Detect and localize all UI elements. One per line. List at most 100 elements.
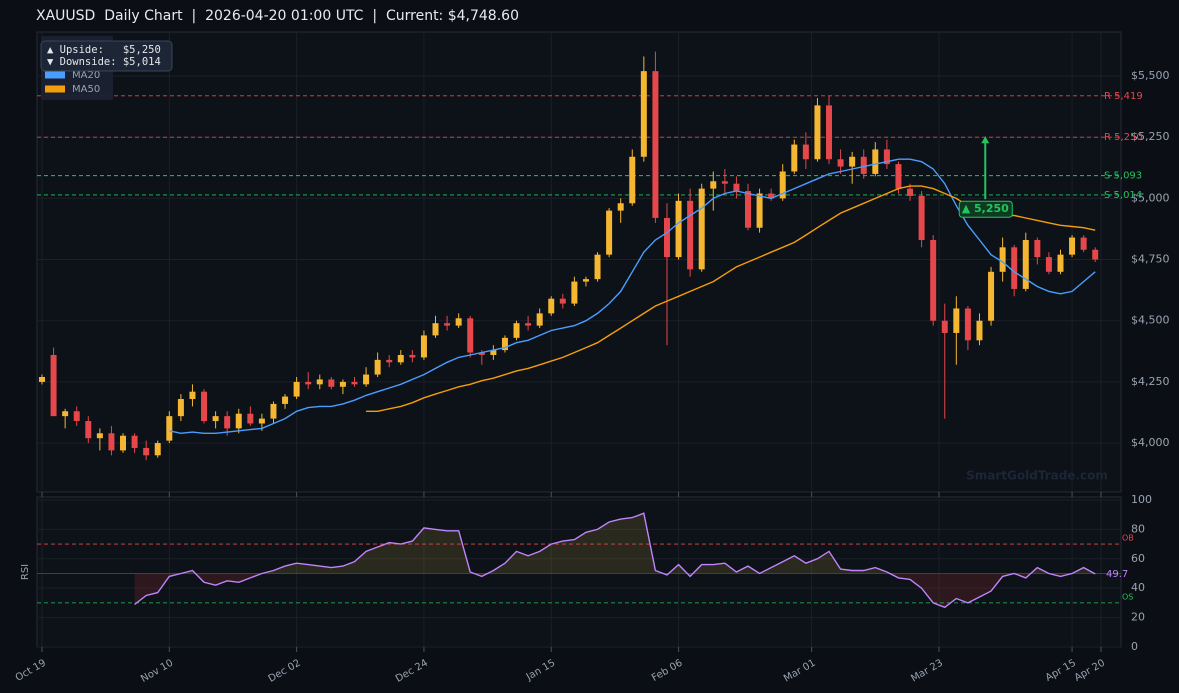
- candle-body: [490, 350, 497, 355]
- candle-body: [826, 105, 833, 160]
- candle-body: [976, 320, 983, 341]
- candle-body: [883, 149, 890, 165]
- x-tick-label: Jan 15: [524, 658, 557, 684]
- y-tick-label: 40: [1131, 581, 1145, 594]
- candle-body: [640, 71, 647, 157]
- candle-body: [756, 193, 763, 228]
- candle-body: [409, 354, 416, 358]
- info-box: [40, 40, 173, 72]
- candle-body: [860, 156, 867, 174]
- candle-body: [663, 217, 670, 258]
- candle-body: [745, 191, 751, 228]
- candle-body: [941, 320, 948, 333]
- candle-body: [721, 181, 728, 184]
- candle-body: [247, 413, 254, 424]
- ma-line: [169, 158, 1096, 435]
- y-tick-label: 20: [1131, 611, 1145, 624]
- candle-body: [513, 323, 520, 338]
- watermark: SmartGoldTrade.com: [966, 469, 1108, 483]
- candle-body: [779, 171, 786, 199]
- x-tick-label: Apr 20: [1073, 658, 1107, 684]
- candle-body: [548, 298, 555, 314]
- candle-body: [918, 195, 925, 240]
- candle-body: [629, 156, 636, 204]
- candle-body: [328, 379, 335, 387]
- candle-body: [594, 254, 601, 280]
- rsi-panel: [36, 496, 1122, 648]
- candle-body: [768, 193, 775, 199]
- candle-body: [988, 271, 995, 321]
- candle-body: [571, 281, 578, 304]
- candle-body: [282, 396, 289, 404]
- y-tick-label: $4,500: [1131, 314, 1170, 327]
- candle-body: [1022, 239, 1029, 289]
- candle-body: [432, 323, 439, 336]
- candle-body: [953, 308, 960, 333]
- level-label: OS: [1122, 592, 1133, 601]
- candle-body: [397, 354, 404, 363]
- candle-body: [143, 447, 150, 456]
- x-tick-label: Feb 06: [650, 658, 685, 684]
- level-label: R 5,419: [1104, 91, 1143, 102]
- candle-body: [1034, 239, 1041, 258]
- y-tick-label: 60: [1131, 552, 1145, 565]
- candle-body: [85, 421, 92, 439]
- price-layer: $4,000 $4,250 $4,500 $4,750 $5,000 $5,250 $5,5…: [37, 32, 1170, 497]
- candle-body: [837, 159, 844, 167]
- candle-body: [698, 188, 705, 270]
- candle-body: [1069, 237, 1076, 255]
- candle-body: [525, 323, 532, 326]
- candle-body: [606, 210, 613, 255]
- level-label: S 5,093: [1104, 171, 1142, 182]
- candle-body: [224, 416, 231, 429]
- candle-body: [235, 413, 242, 429]
- candle-body: [258, 418, 265, 424]
- legend-swatch: [45, 71, 65, 79]
- candle-body: [872, 149, 879, 174]
- candle-body: [652, 71, 659, 218]
- candle-body: [501, 337, 508, 351]
- candle-body: [733, 183, 740, 192]
- x-tick-label: Oct 19: [14, 658, 48, 684]
- y-tick-label: $5,250: [1131, 130, 1170, 143]
- candle-body: [478, 352, 485, 355]
- info-line: ▲ Upside: $5,250: [47, 44, 161, 56]
- candle-body: [1092, 249, 1099, 260]
- legend-label: MA50: [72, 84, 100, 95]
- annotation-label: ▲ 5,250: [962, 202, 1009, 215]
- candle-body: [305, 381, 312, 385]
- level-label: OB: [1122, 534, 1134, 543]
- annotation-badge: [958, 200, 1013, 218]
- candle-body: [964, 308, 971, 341]
- y-tick-label: $4,000: [1131, 436, 1170, 449]
- info-line: ▼ Downside: $5,014: [47, 56, 161, 68]
- x-tick-label: Dec 24: [394, 658, 430, 685]
- price-panel: [36, 31, 1122, 493]
- candle-body: [536, 313, 543, 326]
- candle-body: [907, 188, 914, 196]
- candle-body: [166, 416, 173, 441]
- candle-body: [802, 144, 809, 160]
- candle-body: [39, 377, 45, 382]
- candle-body: [814, 105, 821, 160]
- candle-body: [120, 435, 127, 451]
- candle-body: [1011, 247, 1018, 289]
- candle-body: [293, 381, 300, 397]
- chart-title: XAUUSD Daily Chart | 2026-04-20 01:00 UT…: [36, 8, 519, 24]
- candle-body: [201, 391, 208, 422]
- y-tick-label: $5,500: [1131, 69, 1170, 82]
- candle-body: [675, 200, 682, 258]
- candle-body: [617, 203, 624, 211]
- candle-body: [374, 359, 381, 375]
- y-tick-label: 100: [1131, 493, 1152, 506]
- candle-body: [177, 399, 184, 417]
- candle-body: [582, 279, 589, 282]
- candle-body: [467, 318, 474, 353]
- candle-body: [687, 200, 694, 270]
- candle-body: [270, 403, 277, 419]
- candle-body: [791, 144, 798, 172]
- candle-body: [1045, 257, 1052, 272]
- y-tick-label: $4,750: [1131, 253, 1170, 266]
- legend-swatch: [45, 85, 65, 93]
